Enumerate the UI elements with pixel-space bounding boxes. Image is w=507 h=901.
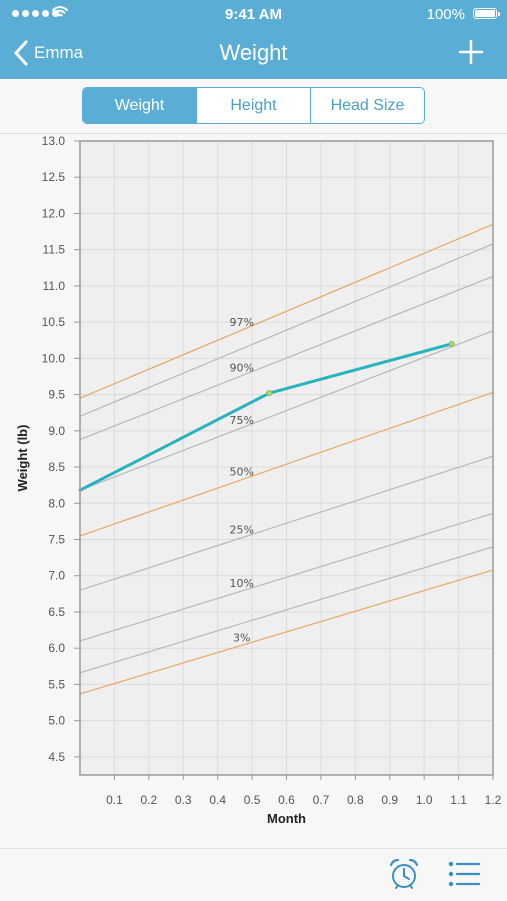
y-tick-label: 12.5 [42,170,66,184]
x-tick-label: 0.8 [347,793,364,807]
list-icon[interactable] [448,861,480,887]
wifi-icon [52,6,68,17]
y-tick-label: 12.0 [42,206,66,220]
battery-icon [473,8,500,19]
x-tick-label: 0.1 [106,793,123,807]
y-tick-label: 10.0 [42,351,66,365]
x-tick-label: 0.9 [381,793,398,807]
x-tick-label: 1.2 [485,793,502,807]
measurement-tabs: Weight Height Head Size [82,87,425,124]
x-tick-label: 0.5 [244,793,261,807]
percentile-line [79,330,494,491]
y-tick-label: 6.0 [48,641,65,655]
alarm-clock-icon[interactable] [388,857,420,891]
percentile-label: 90% [230,362,254,375]
growth-chart-area: 97% 90% 75% 50% 25% 10% 3% 13.0 12.5 12.0 11.5 11.0… [0,134,507,848]
x-tick-label: 0.2 [140,793,157,807]
plus-icon[interactable] [457,38,485,66]
y-tick-label: 8.5 [48,460,65,474]
data-point [266,390,273,397]
battery-percent: 100% [426,6,465,23]
y-tick-label: 9.0 [48,424,65,438]
y-tick-label: 11.5 [43,243,66,257]
y-tick-label: 5.0 [48,714,65,728]
percentile-line [79,512,494,642]
bottom-toolbar [0,848,507,901]
x-axis-label: Month [267,811,306,826]
tab-weight[interactable]: Weight [83,88,196,123]
y-tick-label: 8.0 [48,496,65,510]
x-tick-label: 1.1 [450,793,467,807]
percentile-label: 75% [230,414,254,427]
y-tick-label: 9.5 [48,388,65,402]
x-tick-label: 0.7 [313,793,330,807]
data-point [448,340,455,347]
x-tick-label: 0.3 [175,793,192,807]
percentile-line [79,243,494,417]
y-tick-label: 11.0 [43,279,66,293]
tab-head-size[interactable]: Head Size [310,88,424,123]
chevron-left-icon [14,40,28,66]
weight-growth-chart: 97% 90% 75% 50% 25% 10% 3% 13.0 12.5 12.0 11.5 11.0… [15,134,502,826]
y-tick-label: 7.5 [48,533,65,547]
y-tick-label: 7.0 [48,569,65,583]
percentile-label: 3% [233,631,250,644]
percentile-line [79,223,494,399]
percentile-line [79,455,494,591]
y-tick-label: 5.5 [48,677,65,691]
percentile-line [79,569,494,695]
segment-bar: Weight Height Head Size [0,79,507,134]
percentile-label: 25% [230,524,254,537]
percentile-line [79,391,494,537]
percentile-line [79,546,494,674]
back-label: Emma [34,43,84,62]
header: 9:41 AM 100% Emma Weight [0,0,507,79]
x-tick-label: 0.4 [209,793,226,807]
status-bar: 9:41 AM 100% [0,0,507,28]
percentile-label: 10% [230,577,254,590]
tab-height[interactable]: Height [196,88,310,123]
y-tick-label: 13.0 [42,134,66,148]
x-tick-label: 1.0 [416,793,433,807]
y-axis-label: Weight (lb) [15,425,30,492]
y-tick-label: 6.5 [48,605,65,619]
percentile-label: 97% [230,316,254,329]
y-tick-label: 4.5 [48,750,65,764]
percentile-label: 50% [230,466,254,479]
back-button[interactable]: Emma [14,36,83,70]
y-tick-label: 10.5 [42,315,66,329]
x-tick-label: 0.6 [278,793,295,807]
percentile-line [79,275,494,441]
status-time: 9:41 AM [225,6,282,23]
